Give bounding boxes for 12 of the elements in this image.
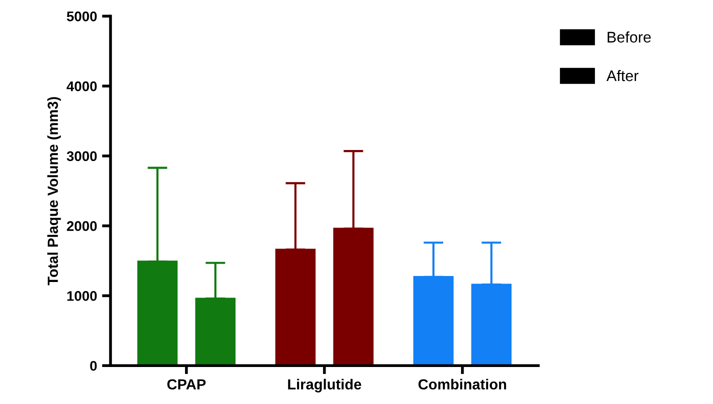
x-tick-label: CPAP — [167, 379, 206, 390]
y-tick-label: 2000 — [66, 221, 97, 232]
y-tick-label: 3000 — [66, 151, 97, 162]
y-axis-title: Total Plaque Volume (mm3) — [47, 97, 61, 286]
x-tick-label: Combination — [418, 378, 506, 390]
y-tick-label: 5000 — [66, 11, 97, 22]
y-tick-label: 0 — [90, 360, 97, 371]
x-tick-label: Liraglutide — [288, 378, 362, 392]
text: Before — [608, 31, 651, 43]
y-tick-label: 4000 — [66, 81, 97, 92]
y-tick-label: 1000 — [67, 291, 97, 301]
text: After — [606, 70, 638, 82]
